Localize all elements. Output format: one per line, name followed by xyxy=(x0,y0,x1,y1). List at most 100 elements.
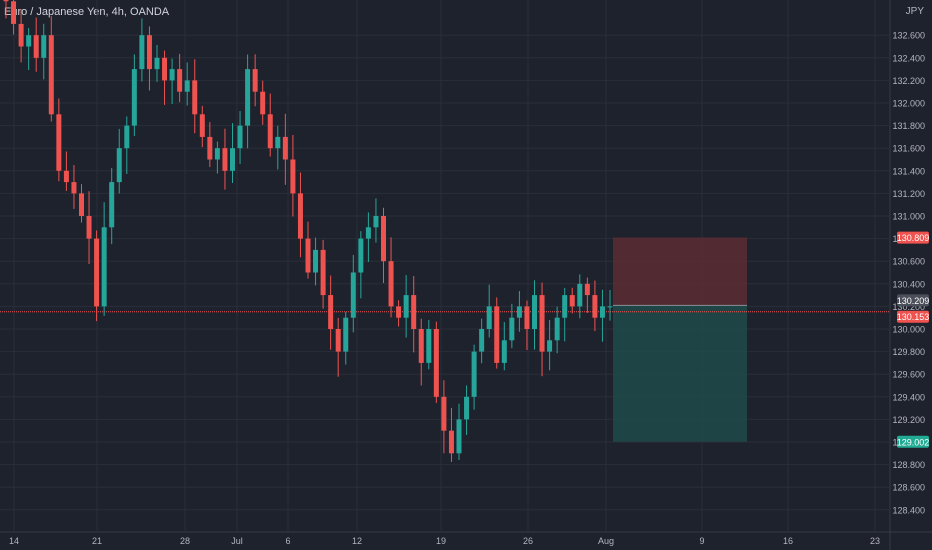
candle-body xyxy=(154,57,160,70)
candle-body xyxy=(18,23,24,47)
candle-body xyxy=(245,69,251,126)
price-label-box xyxy=(897,294,929,307)
candle-body xyxy=(131,69,137,126)
candle-body xyxy=(207,136,213,160)
candle-body xyxy=(448,430,454,454)
y-tick-label: 128.800 xyxy=(892,460,925,470)
x-tick-label: 6 xyxy=(285,536,290,546)
candle-body xyxy=(486,306,492,329)
candle-body xyxy=(539,295,545,352)
candle-body xyxy=(56,114,62,171)
candle-body xyxy=(396,306,402,318)
price-label-text: 129.002 xyxy=(897,437,930,447)
price-label-box xyxy=(897,310,929,323)
candle-body xyxy=(464,396,470,420)
candle-body xyxy=(86,216,92,239)
candle-body xyxy=(381,216,386,262)
y-tick-label: 129.200 xyxy=(892,415,925,425)
candle-body xyxy=(577,283,583,307)
y-tick-label: 132.000 xyxy=(892,99,925,109)
x-tick-label: 26 xyxy=(523,536,533,546)
y-tick-label: 129.400 xyxy=(892,392,925,402)
x-tick-label: 12 xyxy=(352,536,362,546)
candle-body xyxy=(494,306,500,363)
candle-body xyxy=(547,340,553,352)
x-tick-label: Aug xyxy=(598,536,614,546)
candle-body xyxy=(328,295,334,329)
candle-body xyxy=(3,0,9,2)
candle-body xyxy=(184,80,190,92)
y-tick-label: 131.400 xyxy=(892,166,925,176)
candle-body xyxy=(116,148,122,183)
x-tick-label: 28 xyxy=(180,536,190,546)
candle-body xyxy=(373,216,379,228)
y-tick-label: 130.000 xyxy=(892,325,925,335)
candle-body xyxy=(426,329,432,363)
candle-body xyxy=(350,272,356,318)
candle-body xyxy=(501,340,507,363)
candle-body xyxy=(388,261,394,307)
candle-body xyxy=(169,69,175,81)
x-tick-label: 14 xyxy=(9,536,19,546)
candle-body xyxy=(516,306,522,318)
candle-body xyxy=(282,136,288,160)
candle-body xyxy=(343,317,349,352)
candle-body xyxy=(109,182,115,228)
y-tick-label: 130.600 xyxy=(892,257,925,267)
x-tick-label: 16 xyxy=(783,536,793,546)
candle-body xyxy=(607,306,613,308)
y-tick-label: 131.800 xyxy=(892,121,925,131)
take-profit-zone xyxy=(613,305,747,442)
candle-body xyxy=(101,227,107,307)
candle-body xyxy=(267,114,273,149)
candle-body xyxy=(305,238,311,273)
candle-body xyxy=(41,35,47,58)
candle-body xyxy=(252,69,258,92)
price-label-text: 130.209 xyxy=(897,296,930,306)
x-tick-label: 23 xyxy=(870,536,880,546)
candle-body xyxy=(11,1,17,24)
candle-body xyxy=(471,351,477,397)
candle-body xyxy=(26,35,32,47)
candle-body xyxy=(275,136,281,149)
candle-body xyxy=(365,227,371,239)
candle-body xyxy=(403,295,409,318)
candle-body xyxy=(456,419,462,454)
candle-body xyxy=(358,238,364,273)
candle-body xyxy=(479,329,485,352)
candle-body xyxy=(562,295,568,318)
candle-body xyxy=(192,80,198,115)
y-tick-label: 129.600 xyxy=(892,370,925,380)
y-tick-label: 131.000 xyxy=(892,212,925,222)
candle-body xyxy=(335,329,341,352)
candle-body xyxy=(237,125,243,149)
candle-body xyxy=(230,148,235,171)
y-tick-label: 132.600 xyxy=(892,31,925,41)
candle-body xyxy=(63,170,69,183)
y-tick-label: 131.200 xyxy=(892,189,925,199)
candle-body xyxy=(554,317,560,341)
candle-body xyxy=(320,249,326,296)
candle-body xyxy=(569,295,575,307)
x-tick-label: 21 xyxy=(92,536,102,546)
candle-body xyxy=(199,114,205,137)
candle-body xyxy=(48,35,54,115)
candle-body xyxy=(509,317,515,341)
price-label-text: 130.153 xyxy=(897,312,930,322)
x-tick-label: Jul xyxy=(231,536,243,546)
y-tick-label: 130.200 xyxy=(892,302,925,312)
candle-body xyxy=(441,396,447,431)
candle-body xyxy=(260,91,266,115)
y-tick-label: 128.400 xyxy=(892,505,925,515)
candle-body xyxy=(418,329,424,363)
currency-label: JPY xyxy=(905,6,924,17)
candle-body xyxy=(124,125,130,149)
candle-body xyxy=(532,295,537,329)
candle-body xyxy=(297,193,303,239)
candle-body xyxy=(33,35,39,58)
candle-body xyxy=(524,306,530,329)
candle-body xyxy=(433,329,439,397)
x-tick-label: 19 xyxy=(436,536,446,546)
candle-body xyxy=(214,148,220,160)
